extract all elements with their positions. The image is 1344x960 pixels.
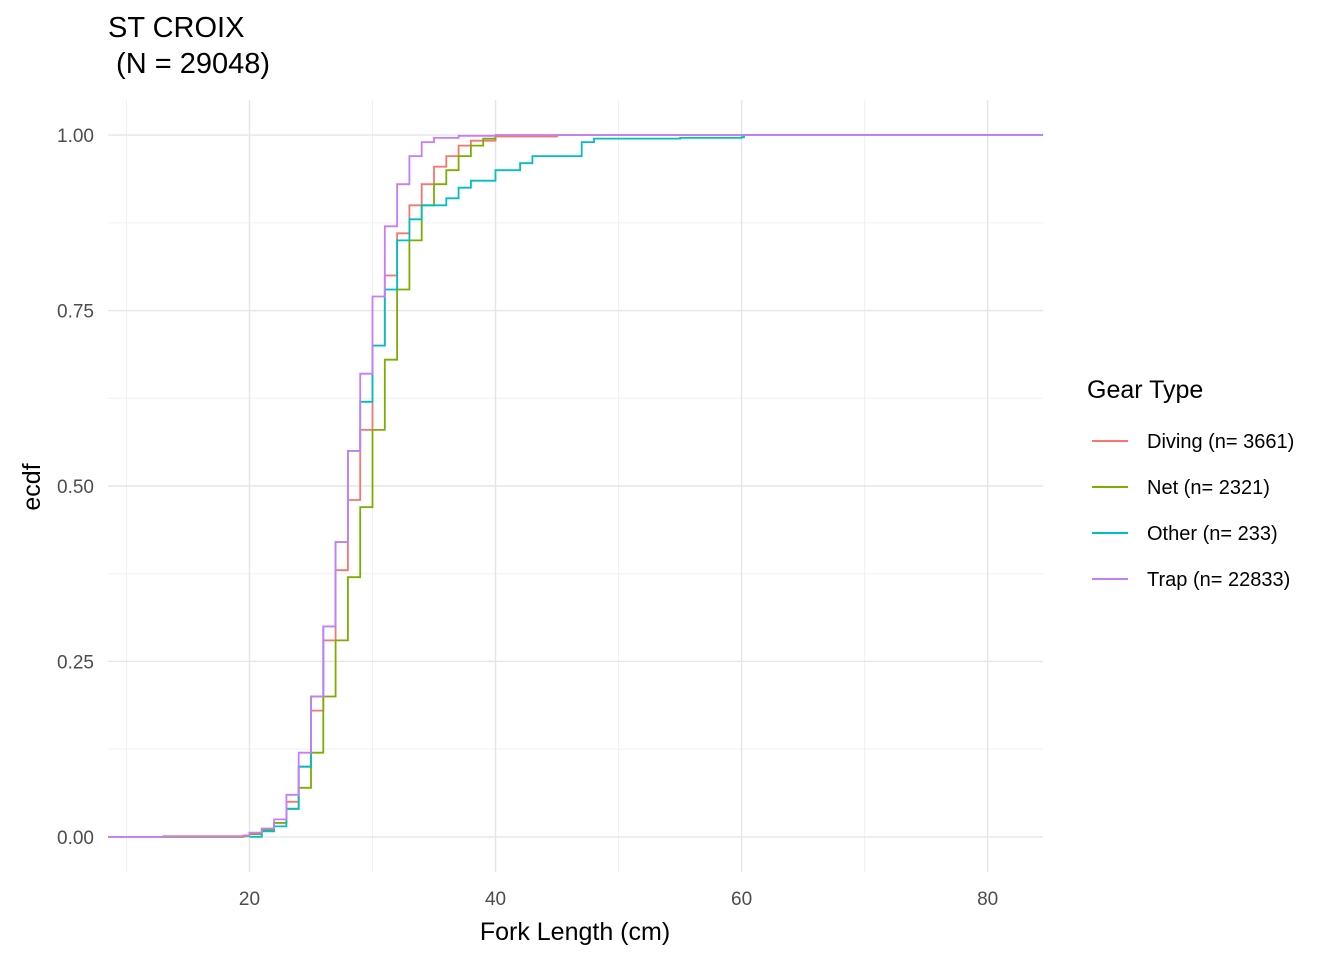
x-tick-label: 80 (977, 889, 998, 910)
legend-label: Other (n= 233) (1147, 523, 1278, 545)
legend: Gear Type Diving (n= 3661) Net (n= 2321) O… (1087, 376, 1294, 591)
x-axis-ticks: 20 40 60 80 (239, 889, 998, 910)
legend-label: Trap (n= 22833) (1147, 569, 1290, 591)
legend-title: Gear Type (1087, 376, 1203, 404)
y-tick-label: 0.75 (57, 302, 94, 323)
series-line-3 (249, 134, 1043, 838)
y-axis-title: ecdf (18, 463, 46, 510)
series-line-4 (108, 134, 1043, 838)
x-tick-label: 20 (239, 889, 260, 910)
legend-label: Net (n= 2321) (1147, 477, 1270, 499)
chart-title: ST CROIX (N = 29048) (108, 12, 271, 80)
x-axis-title: Fork Length (cm) (480, 918, 670, 946)
legend-label: Diving (n= 3661) (1147, 431, 1294, 453)
x-tick-label: 40 (485, 889, 506, 910)
y-axis-ticks: 0.00 0.25 0.50 0.75 1.00 (57, 126, 94, 849)
y-tick-label: 0.50 (57, 477, 94, 498)
series-layer (108, 134, 1043, 838)
y-tick-label: 1.00 (57, 126, 94, 147)
series-line-2 (108, 134, 1043, 838)
x-tick-label: 60 (731, 889, 752, 910)
major-gridlines (108, 100, 1043, 872)
y-tick-label: 0.00 (57, 828, 94, 849)
y-tick-label: 0.25 (57, 652, 94, 673)
